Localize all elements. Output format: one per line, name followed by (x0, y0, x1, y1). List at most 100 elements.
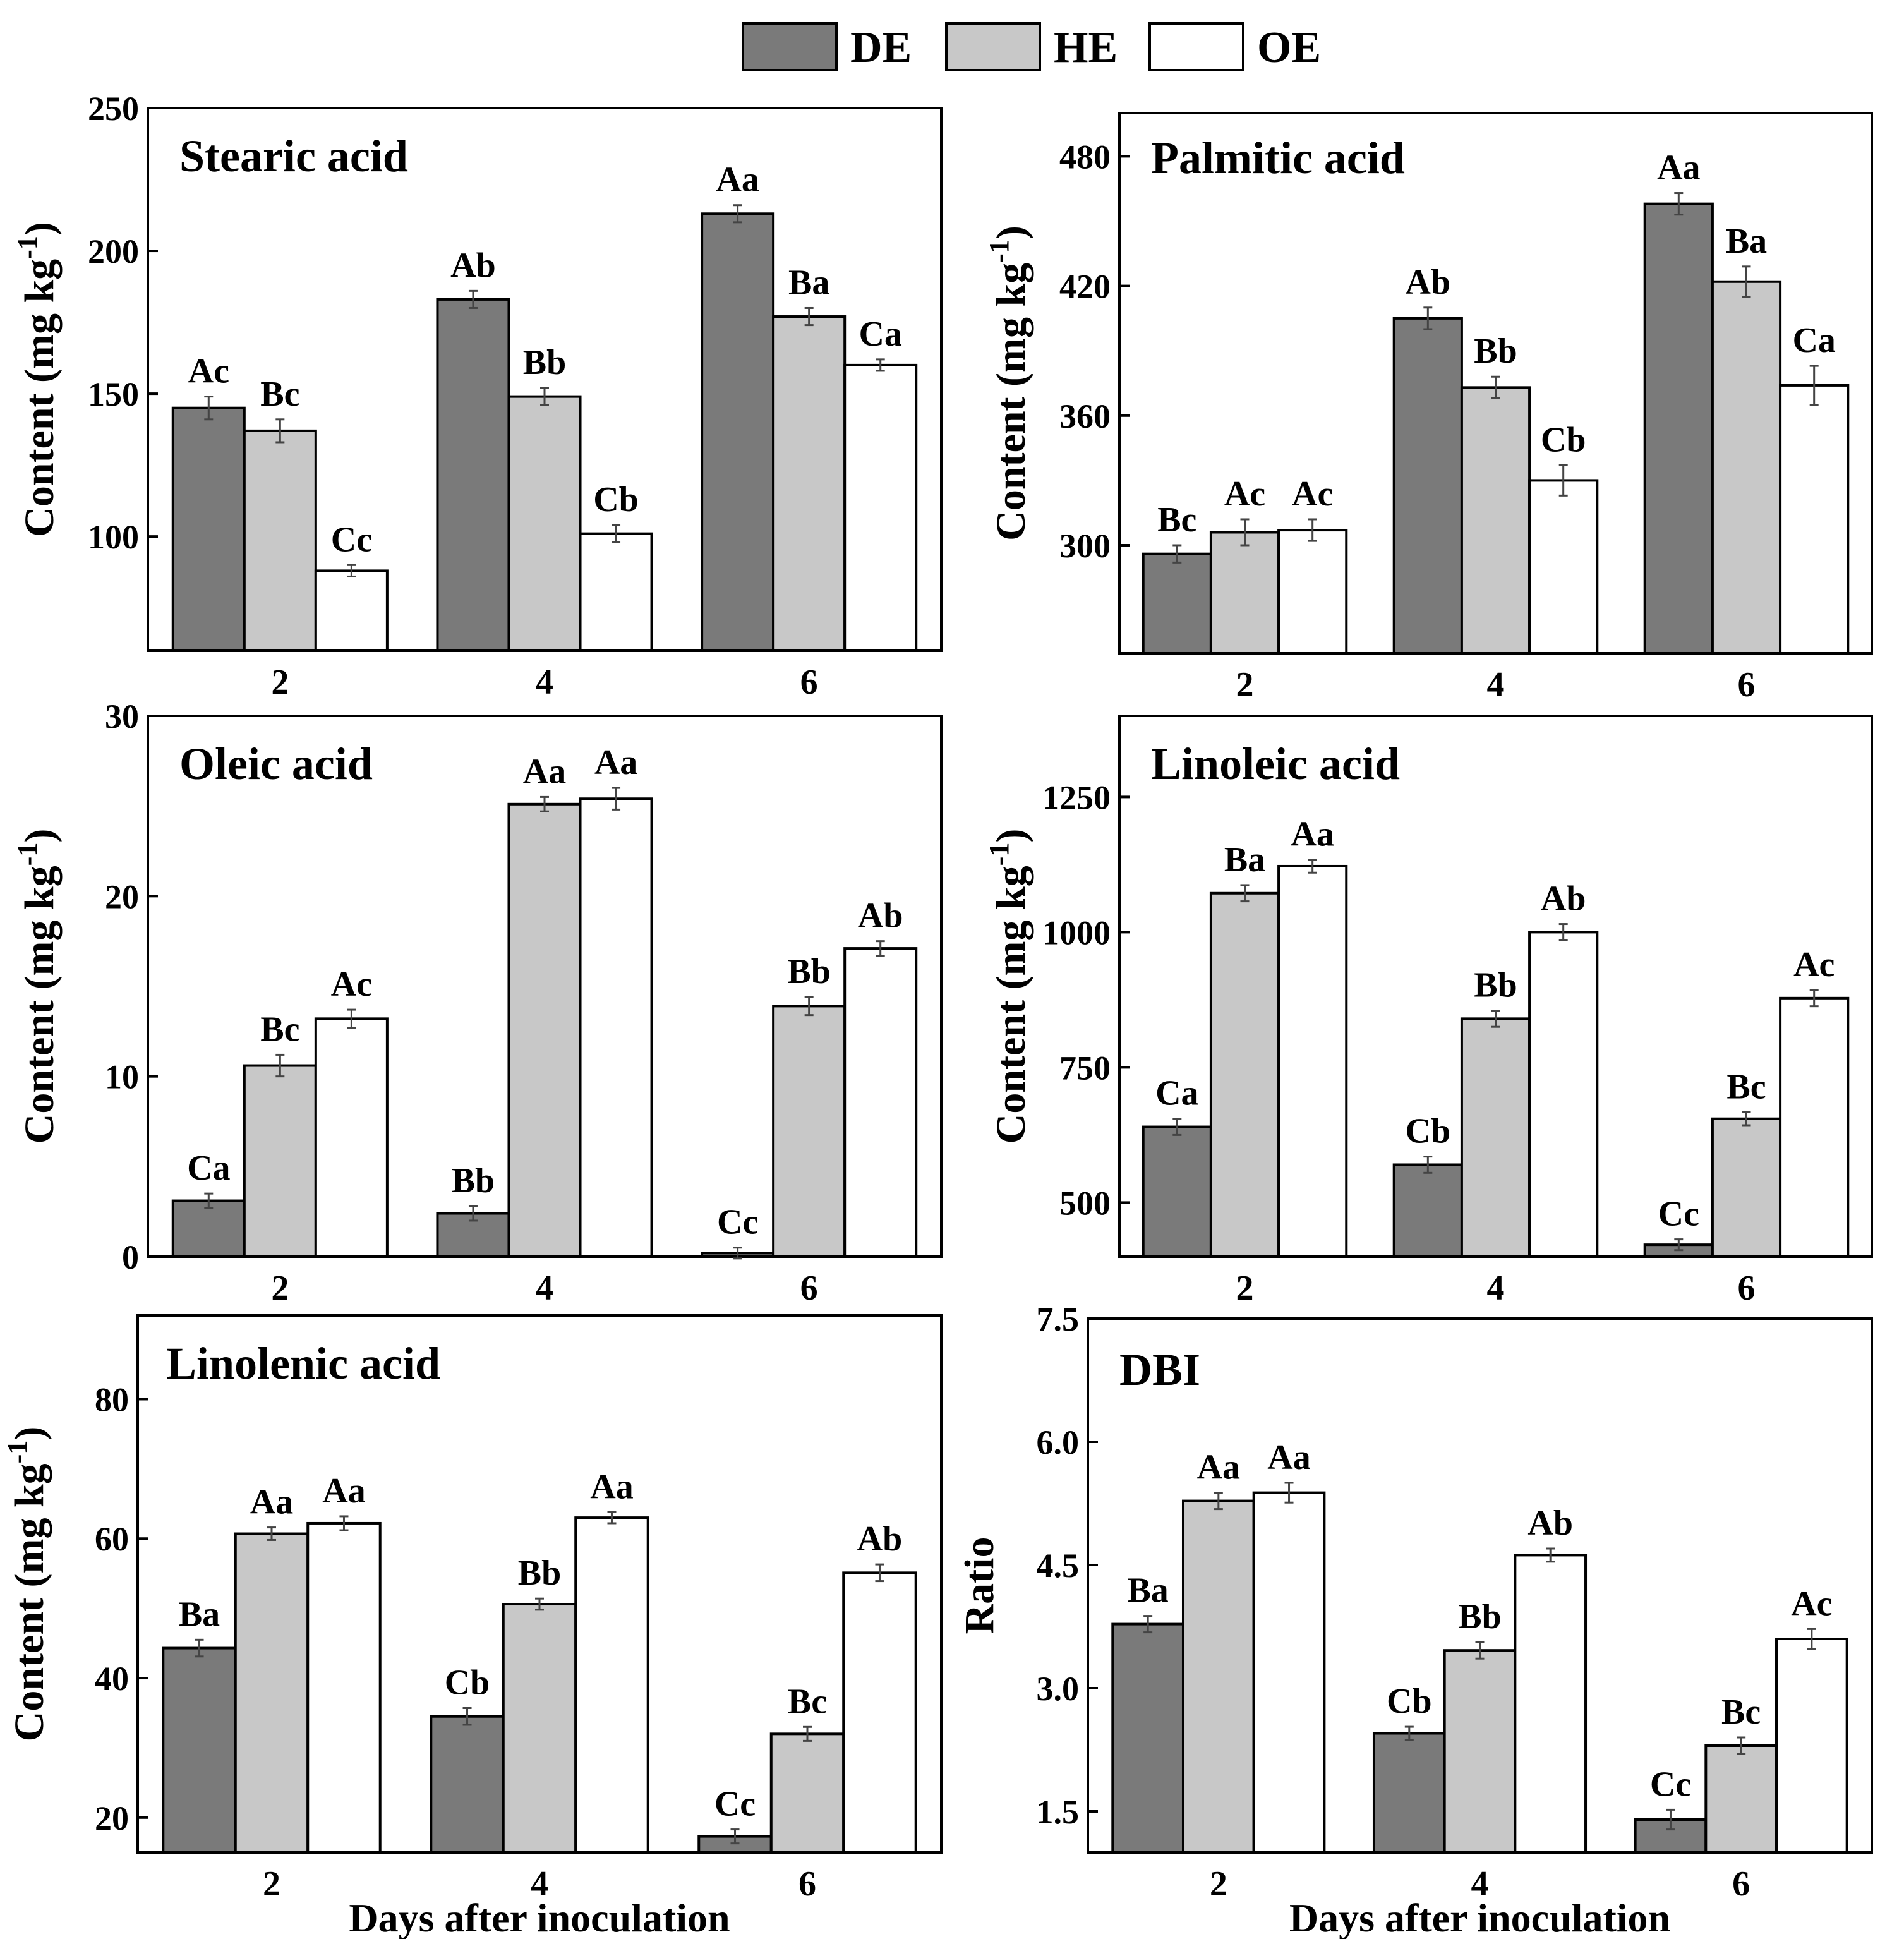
y-tick-label: 420 (1059, 268, 1111, 306)
bar-de-day-2 (171, 1199, 246, 1258)
bar-de-day-4 (436, 298, 510, 652)
bar-he-day-6 (772, 1005, 847, 1259)
bar-he-day-6 (769, 1732, 845, 1854)
significance-label: Ca (1792, 321, 1835, 360)
y-tick-label: 3.0 (1037, 1670, 1080, 1708)
significance-label: Bb (1474, 332, 1517, 371)
bar-oe-day-2 (1277, 529, 1348, 655)
significance-label: Ba (1224, 840, 1265, 879)
legend-item-de: DE (742, 22, 912, 72)
y-tick-label: 500 (1059, 1184, 1111, 1222)
y-tick-label: 1250 (1042, 778, 1111, 816)
significance-label: Ca (859, 315, 901, 354)
bar-oe-day-2 (314, 1017, 389, 1258)
legend: DE HE OE (742, 22, 1321, 72)
significance-label: Cc (714, 1785, 756, 1824)
bar-he-day-2 (1209, 891, 1280, 1258)
bar-he-day-2 (243, 1064, 317, 1258)
y-axis-label: Content (mg kg-1) (12, 829, 63, 1144)
x-tick-label: 6 (798, 1864, 816, 1904)
y-axis-label: Ratio (956, 1537, 1003, 1634)
y-tick-label: 200 (88, 233, 139, 270)
bar-de-day-6 (1643, 202, 1714, 655)
bar-he-day-6 (1711, 1117, 1782, 1258)
significance-label: Cb (1406, 1112, 1451, 1151)
bar-de-day-2 (1142, 552, 1212, 655)
significance-label: Ab (1527, 1504, 1573, 1543)
significance-label: Cb (593, 480, 639, 519)
x-tick-label: 2 (271, 663, 289, 702)
bar-he-day-6 (772, 315, 847, 652)
bar-oe-day-4 (574, 1516, 649, 1854)
bar-oe-day-2 (1252, 1491, 1326, 1854)
panel-title: Oleic acid (179, 739, 373, 789)
y-tick-label: 1000 (1042, 914, 1111, 951)
x-tick-label: 4 (1487, 665, 1505, 704)
significance-label: Bc (788, 1682, 827, 1721)
significance-label: Cb (1541, 420, 1586, 459)
significance-label: Aa (716, 160, 759, 200)
significance-label: Ab (450, 246, 496, 285)
bar-oe-day-6 (1775, 1638, 1848, 1854)
bar-de-day-2 (1111, 1622, 1184, 1854)
bar-he-day-2 (1181, 1499, 1255, 1854)
significance-label: Cc (331, 520, 372, 559)
significance-label: Aa (523, 752, 566, 791)
significance-label: Bc (260, 375, 299, 414)
panel-title: Stearic acid (179, 131, 408, 181)
significance-label: Aa (1267, 1438, 1310, 1477)
y-tick-label: 300 (1059, 527, 1111, 565)
bar-oe-day-4 (1528, 479, 1599, 655)
bar-oe-day-4 (1514, 1554, 1588, 1854)
significance-label: Aa (250, 1483, 293, 1522)
significance-label: Ba (1726, 222, 1767, 261)
x-tick-label: 6 (1732, 1864, 1750, 1904)
significance-label: Ba (788, 263, 829, 302)
bar-oe-day-2 (314, 569, 389, 652)
x-tick-label: 4 (1487, 1269, 1505, 1308)
y-tick-label: 20 (105, 878, 139, 915)
significance-label: Bb (518, 1554, 562, 1593)
x-tick-label: 4 (531, 1864, 548, 1904)
x-tick-label: 4 (536, 663, 553, 702)
x-tick-label: 2 (263, 1864, 280, 1904)
bar-de-day-2 (171, 406, 246, 652)
y-tick-label: 360 (1059, 397, 1111, 435)
bar-de-day-2 (1142, 1125, 1212, 1259)
legend-label-oe: OE (1257, 23, 1321, 72)
panel-title: Palmitic acid (1151, 133, 1405, 183)
significance-label: Aa (594, 743, 637, 782)
legend-swatch-oe (1148, 22, 1244, 71)
legend-swatch-de (742, 22, 838, 71)
y-tick-label: 1.5 (1037, 1793, 1080, 1831)
y-tick-label: 6.0 (1037, 1423, 1080, 1461)
bar-de-day-4 (1372, 1732, 1446, 1854)
legend-swatch-he (945, 22, 1041, 71)
y-tick-label: 10 (105, 1058, 139, 1096)
x-axis-label: Days after inoculation (349, 1895, 730, 1939)
bar-he-day-2 (234, 1532, 310, 1854)
significance-label: Bc (260, 1010, 299, 1049)
x-tick-label: 4 (536, 1269, 553, 1308)
panel-dbi: DBI 1.5 3.0 4.5 6.0 7.5 Ratio 2 Ba Aa Aa 4 Cb Bb Ab 6 Cc… (956, 1300, 1873, 1939)
significance-label: Ac (1791, 1584, 1832, 1623)
significance-label: Aa (1291, 815, 1334, 854)
legend-label-de: DE (850, 23, 912, 72)
significance-label: Cc (1650, 1765, 1691, 1804)
x-tick-label: 6 (1738, 665, 1756, 704)
y-tick-label: 4.5 (1037, 1547, 1080, 1585)
significance-label: Ca (1155, 1074, 1198, 1113)
bar-he-day-4 (507, 395, 582, 653)
significance-label: Aa (1197, 1448, 1240, 1487)
bar-oe-day-6 (1779, 384, 1850, 655)
bar-he-day-2 (1209, 531, 1280, 655)
x-tick-label: 6 (800, 1269, 818, 1308)
significance-label: Ac (331, 965, 372, 1004)
significance-label: Bc (1721, 1693, 1761, 1732)
bar-he-day-2 (243, 429, 317, 653)
significance-label: Bb (787, 952, 831, 991)
panel-oleic-acid: Oleic acid 0 10 20 30 Content (mg kg-1) 2 Ca Bc A… (12, 698, 943, 1308)
y-axis-label: Content (mg kg-1) (2, 1427, 52, 1742)
significance-label: Bb (523, 343, 567, 382)
